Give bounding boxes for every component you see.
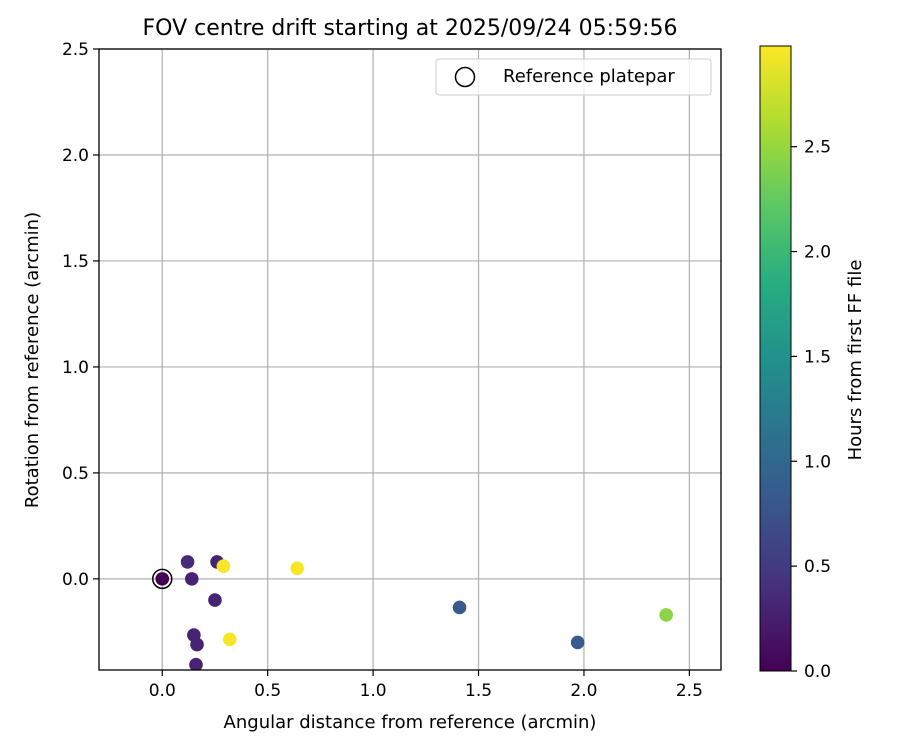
data-point [189, 657, 203, 670]
data-point [659, 608, 673, 622]
data-point [190, 637, 204, 652]
colorbar-tick-label: 1.5 [804, 347, 831, 367]
colorbar-tick-label: 0.5 [804, 557, 831, 577]
x-tick-label: 2.0 [570, 681, 597, 701]
colorbar-tick-label: 2.0 [804, 243, 831, 263]
colorbar-tick-label: 1.0 [804, 452, 831, 472]
x-tick-label: 2.5 [676, 681, 703, 701]
x-tick-label: 0.0 [149, 681, 176, 701]
legend-box [435, 58, 712, 96]
legend: Reference platepar [435, 58, 712, 96]
data-point [184, 572, 199, 586]
y-axis-label: Rotation from reference (arcmin) [22, 212, 43, 508]
data-point [155, 572, 170, 586]
plot-frame [98, 48, 722, 671]
colorbar-gradient [759, 45, 792, 672]
y-tick-label: 1.5 [62, 252, 89, 272]
colorbar: 0.0 0.5 1.0 1.5 2.0 2.5 Hours from first FF f… [759, 45, 866, 682]
colorbar-ticks: 0.0 0.5 1.0 1.5 2.0 2.5 [791, 138, 831, 682]
y-tick-label: 0.0 [62, 570, 89, 590]
colorbar-tick-label: 0.0 [804, 662, 831, 682]
y-axis-ticks: 0.0 0.5 1.0 1.5 2.0 2.5 [62, 40, 99, 590]
colorbar-tick-label: 2.5 [804, 138, 831, 158]
legend-marker-icon [454, 66, 476, 88]
x-tick-label: 1.5 [465, 681, 492, 701]
data-points [155, 555, 673, 670]
data-point [216, 559, 231, 573]
chart-title: FOV centre drift starting at 2025/09/24 … [143, 16, 678, 41]
legend-entry-reference: Reference platepar [503, 66, 675, 87]
data-point [180, 555, 195, 569]
data-point [290, 561, 304, 576]
y-tick-label: 0.5 [62, 464, 89, 484]
data-point [208, 593, 222, 607]
y-tick-label: 2.0 [62, 146, 89, 166]
y-tick-label: 2.5 [62, 40, 89, 60]
data-point [222, 632, 237, 647]
reference-marker-group [152, 568, 173, 590]
colorbar-label: Hours from first FF file [845, 260, 866, 461]
reference-marker [152, 568, 173, 590]
data-point [452, 600, 467, 615]
data-point [570, 635, 585, 650]
x-axis-ticks: 0.0 0.5 1.0 1.5 2.0 2.5 [149, 670, 703, 701]
y-tick-label: 1.0 [62, 358, 89, 378]
x-tick-label: 0.5 [254, 681, 281, 701]
x-tick-label: 1.0 [360, 681, 387, 701]
x-axis-label: Angular distance from reference (arcmin) [224, 712, 597, 733]
